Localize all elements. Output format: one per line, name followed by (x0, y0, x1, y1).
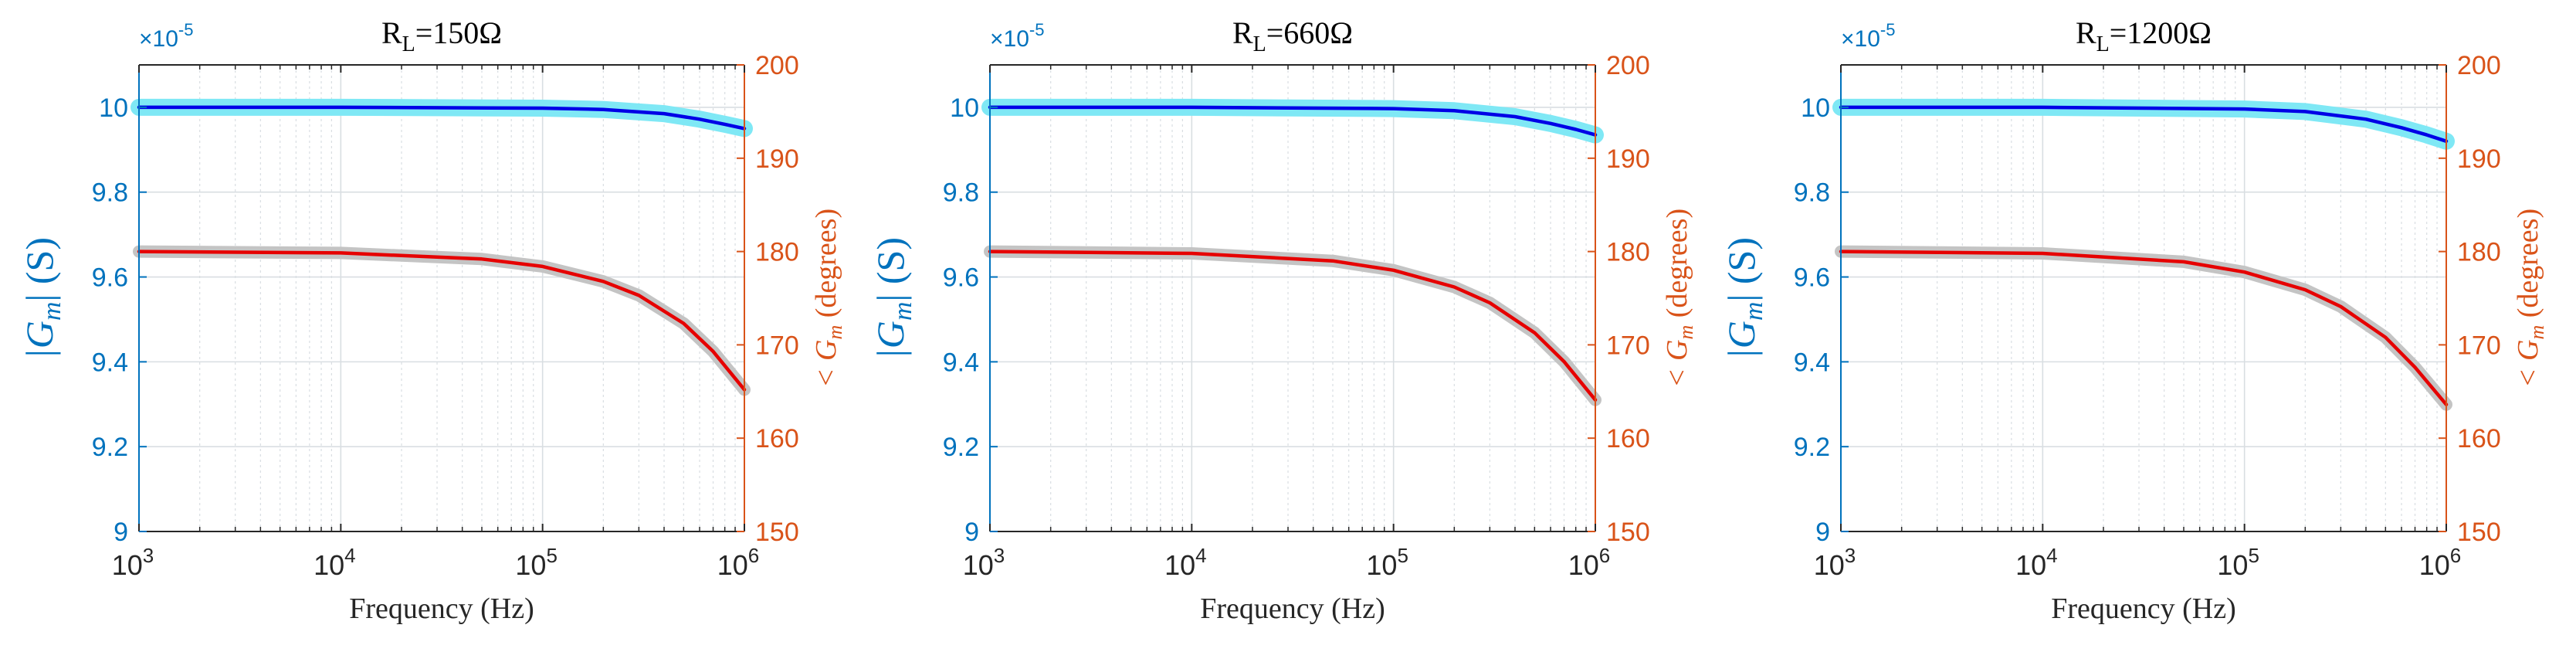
y-left-tick-label: 9 (114, 518, 128, 547)
x-tick-label: 105 (2217, 544, 2259, 581)
x-tick-label: 105 (1366, 544, 1408, 581)
y-left-tick-label: 9.6 (1794, 263, 1830, 293)
y-left-tick-label: 9.4 (1794, 348, 1830, 377)
y-right-tick-label: 190 (755, 144, 799, 174)
y-right-tick-label: 200 (1606, 51, 1650, 80)
y-right-axis-label: < Gm (degrees) (1661, 209, 1697, 388)
y-left-axis-label: |Gm| (S) (869, 237, 917, 359)
x-tick-label: 106 (1568, 544, 1611, 581)
y-left-tick-label: 9.2 (1794, 433, 1830, 462)
x-tick-label: 103 (112, 544, 154, 581)
y-left-tick-label: 9.4 (943, 348, 979, 377)
y-left-tick-label: 9.4 (92, 348, 128, 377)
x-tick-label: 104 (1164, 544, 1207, 581)
y-exponent-label: ×10-5 (1841, 20, 1895, 52)
x-tick-label: 103 (963, 544, 1005, 581)
y-left-tick-label: 9.6 (92, 263, 128, 293)
y-right-tick-label: 180 (755, 238, 799, 267)
y-left-tick-label: 9.2 (943, 433, 979, 462)
y-right-tick-label: 160 (755, 424, 799, 453)
plot-area (990, 65, 1595, 531)
x-tick-label: 104 (314, 544, 356, 581)
chart-panel-1: 103 104 105 106 9 9.2 9.4 9.6 9.8 10 150 160 170 180 1… (18, 15, 846, 625)
x-tick-label: 106 (2419, 544, 2462, 581)
y-left-tick-label: 9.8 (943, 178, 979, 208)
chart-title: RL=150Ω (381, 15, 502, 56)
y-right-tick-label: 150 (2457, 518, 2501, 547)
plot-area (1841, 65, 2446, 531)
y-left-tick-label: 9.8 (1794, 178, 1830, 208)
phase-model-line (137, 250, 747, 392)
x-tick-label: 106 (717, 544, 760, 581)
y-left-tick-label: 9.6 (943, 263, 979, 293)
chart-panel-2: 103 104 105 106 9 9.2 9.4 9.6 9.8 10 150 160 170 180 1… (869, 15, 1697, 625)
y-left-axis-label: |Gm| (S) (1720, 237, 1768, 359)
y-left-tick-label: 9 (1815, 518, 1830, 547)
x-tick-label: 104 (2015, 544, 2058, 581)
x-tick-label: 105 (515, 544, 558, 581)
phase-model-line (1839, 250, 2449, 406)
x-axis-label: Frequency (Hz) (2051, 593, 2236, 625)
y-exponent-label: ×10-5 (990, 20, 1044, 52)
x-tick-label: 103 (1814, 544, 1856, 581)
y-right-tick-label: 170 (1606, 331, 1650, 360)
chart-panel-3: 103 104 105 106 9 9.2 9.4 9.6 9.8 10 150 160 170 180 1… (1720, 15, 2548, 625)
y-left-axis-label: |Gm| (S) (18, 237, 66, 359)
y-right-tick-label: 180 (1606, 238, 1650, 267)
y-left-tick-label: 10 (950, 93, 979, 123)
magnitude-model-line (137, 105, 747, 131)
y-left-tick-label: 9 (964, 518, 979, 547)
y-right-tick-label: 180 (2457, 238, 2501, 267)
y-right-tick-label: 160 (2457, 424, 2501, 453)
y-left-tick-label: 10 (1801, 93, 1830, 123)
y-right-axis-label: < Gm (degrees) (810, 209, 846, 388)
magnitude-model-line (1839, 105, 2449, 144)
chart-title: RL=660Ω (1232, 15, 1353, 56)
y-right-tick-label: 170 (755, 331, 799, 360)
y-right-tick-label: 150 (1606, 518, 1650, 547)
y-right-tick-label: 190 (1606, 144, 1650, 174)
phase-model-line (988, 250, 1598, 402)
y-right-tick-label: 200 (755, 51, 799, 80)
y-left-tick-label: 9.8 (92, 178, 128, 208)
y-right-tick-label: 170 (2457, 331, 2501, 360)
y-right-tick-label: 150 (755, 518, 799, 547)
y-right-axis-label: < Gm (degrees) (2512, 209, 2548, 388)
chart-title: RL=1200Ω (2076, 15, 2212, 56)
x-axis-label: Frequency (Hz) (349, 593, 534, 625)
y-left-tick-label: 10 (99, 93, 128, 123)
y-left-tick-label: 9.2 (92, 433, 128, 462)
magnitude-model-line (988, 105, 1598, 137)
x-axis-label: Frequency (Hz) (1200, 593, 1385, 625)
y-right-tick-label: 200 (2457, 51, 2501, 80)
y-right-tick-label: 160 (1606, 424, 1650, 453)
y-right-tick-label: 190 (2457, 144, 2501, 174)
y-exponent-label: ×10-5 (139, 20, 193, 52)
